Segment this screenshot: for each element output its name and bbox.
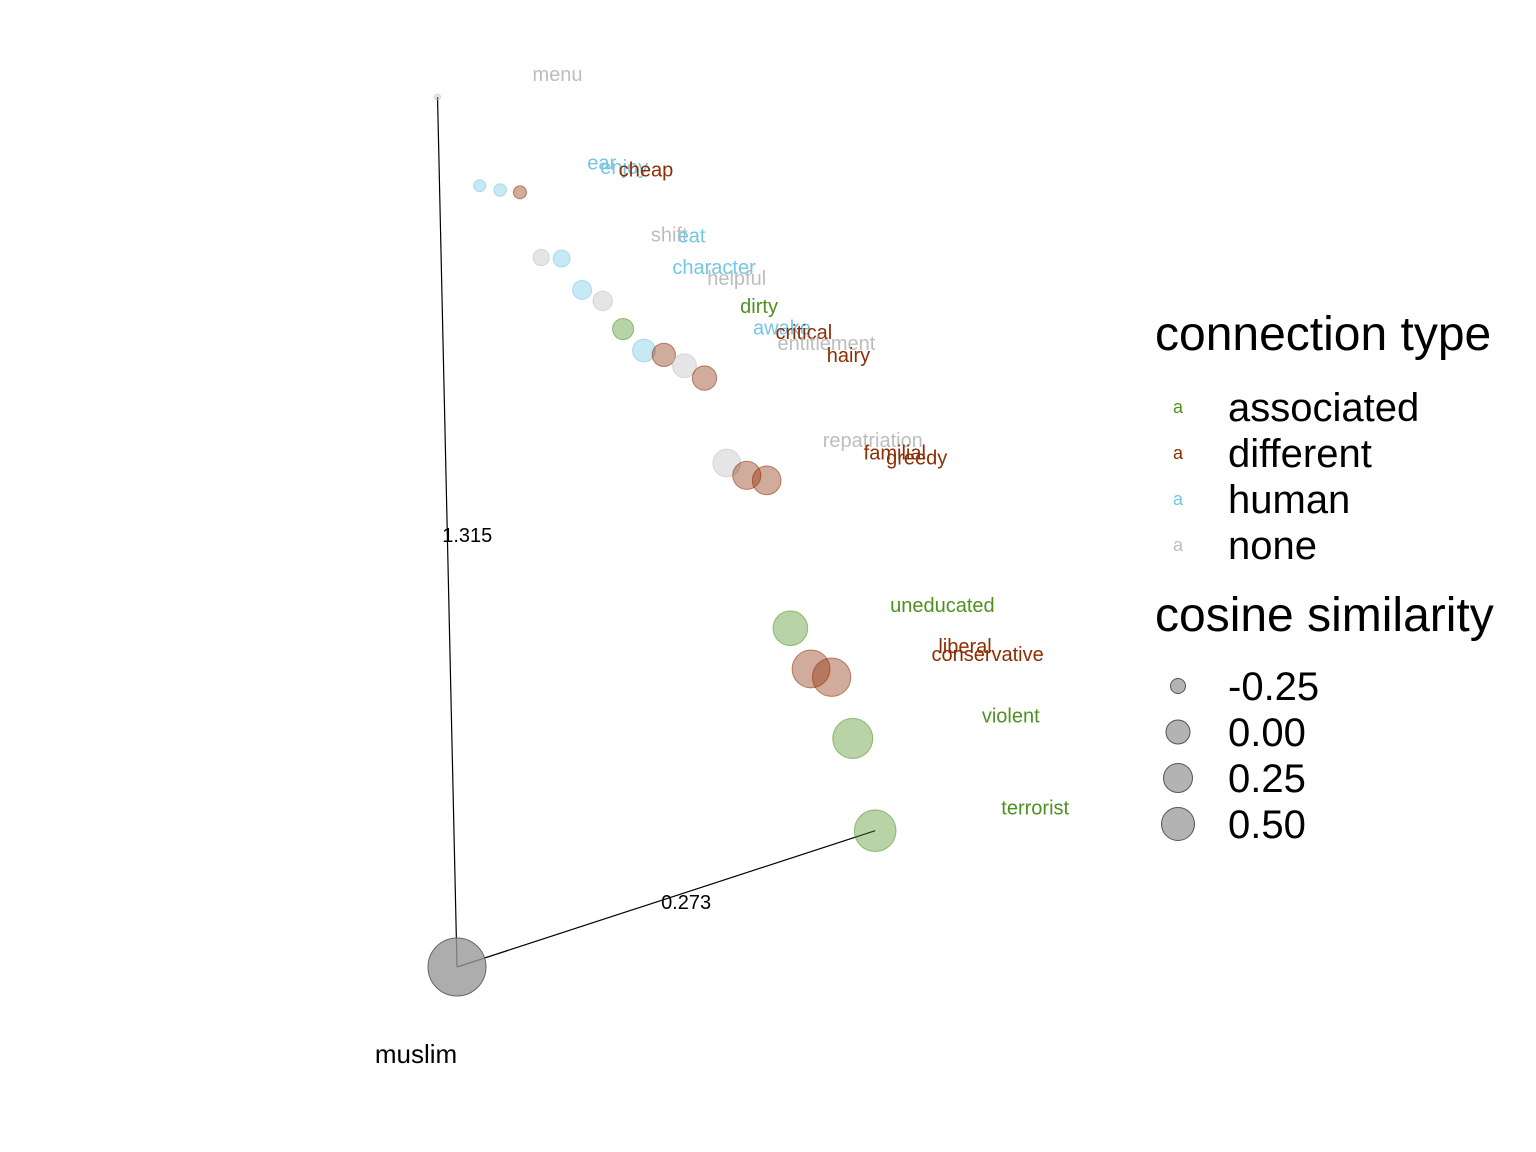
legend-size-title: cosine similarity [1155,589,1494,642]
legend-size-label-0: -0.25 [1228,665,1319,709]
legend-size-key-1 [1165,719,1191,745]
anchor-point [427,937,487,997]
legend-label-none: none [1228,524,1317,568]
point-helpful [592,290,613,312]
point-label-violent: violent [982,705,1040,727]
point-liberal [791,649,831,689]
legend-key-none: a [1173,535,1184,555]
point-cheap [512,185,527,200]
point-label-familial: familial [864,442,926,464]
legend-label-human: human [1228,478,1350,522]
point-ear [473,179,487,193]
point-label-helpful: helpful [707,268,766,290]
point-label-ear: ear [587,153,616,175]
point-label-repatriation: repatriation [823,430,923,452]
legend-key-associated: a [1173,397,1184,417]
point-terrorist [853,809,897,853]
legend-color-entries: a associated a different a human a none [1173,386,1419,568]
point-conservative [811,657,852,697]
edge-terrorist [456,830,876,968]
legend-color-title: connection type [1155,308,1491,361]
edges-layer: 1.315 0.273 [436,96,876,968]
legend-label-different: different [1228,432,1372,476]
legend-size-key-2 [1163,763,1193,793]
point-label-liberal: liberal [938,636,991,658]
point-enjoy [493,183,507,197]
anchor-layer: muslim [375,937,487,1069]
edge-menu [436,96,458,968]
point-label-cheap: cheap [619,159,674,181]
legend-size-label-2: 0.25 [1228,757,1306,801]
point-shift [532,248,550,267]
legend-size-key-0 [1170,678,1186,694]
legend-label-associated: associated [1228,386,1419,430]
point-greedy [751,465,782,496]
point-label-greedy: greedy [886,447,947,469]
edge-label-menu: 1.315 [442,525,492,547]
legend: connection type a associated a different a hu… [1155,308,1494,847]
point-violent [832,717,874,759]
point-label-uneducated: uneducated [890,595,995,617]
point-label-menu: menu [533,64,583,86]
point-label-critical: critical [775,322,832,344]
point-label-entitlement: entitlement [778,333,876,355]
point-familial [732,460,762,490]
point-label-awake: awake [753,318,811,340]
legend-size-key-3 [1161,807,1195,841]
point-awake [632,338,656,363]
point-label-hairy: hairy [827,345,870,367]
legend-size-entries: -0.250.000.250.50 [1161,665,1319,847]
point-uneducated [772,610,809,647]
point-label-conservative: conservative [931,644,1043,666]
legend-size-label-3: 0.50 [1228,803,1306,847]
point-menu [434,93,442,101]
legend-size-label-1: 0.00 [1228,711,1306,755]
edge-label-terrorist: 0.273 [661,892,711,914]
point-label-character: character [672,257,756,279]
point-label-eat: eat [678,226,706,248]
point-label-enjoy: enjoy [600,157,648,179]
point-critical [651,342,676,368]
point-label-terrorist: terrorist [1001,798,1069,820]
point-character [572,280,593,300]
point-dirty [612,317,635,341]
points-layer [434,93,897,853]
point-entitlement [672,353,697,379]
point-label-dirty: dirty [740,296,778,318]
legend-key-different: a [1173,443,1184,463]
anchor-label: muslim [375,1039,457,1069]
legend-key-human: a [1173,489,1184,509]
point-label-shift: shift [651,225,688,247]
point-eat [552,249,571,268]
point-hairy [691,365,718,391]
